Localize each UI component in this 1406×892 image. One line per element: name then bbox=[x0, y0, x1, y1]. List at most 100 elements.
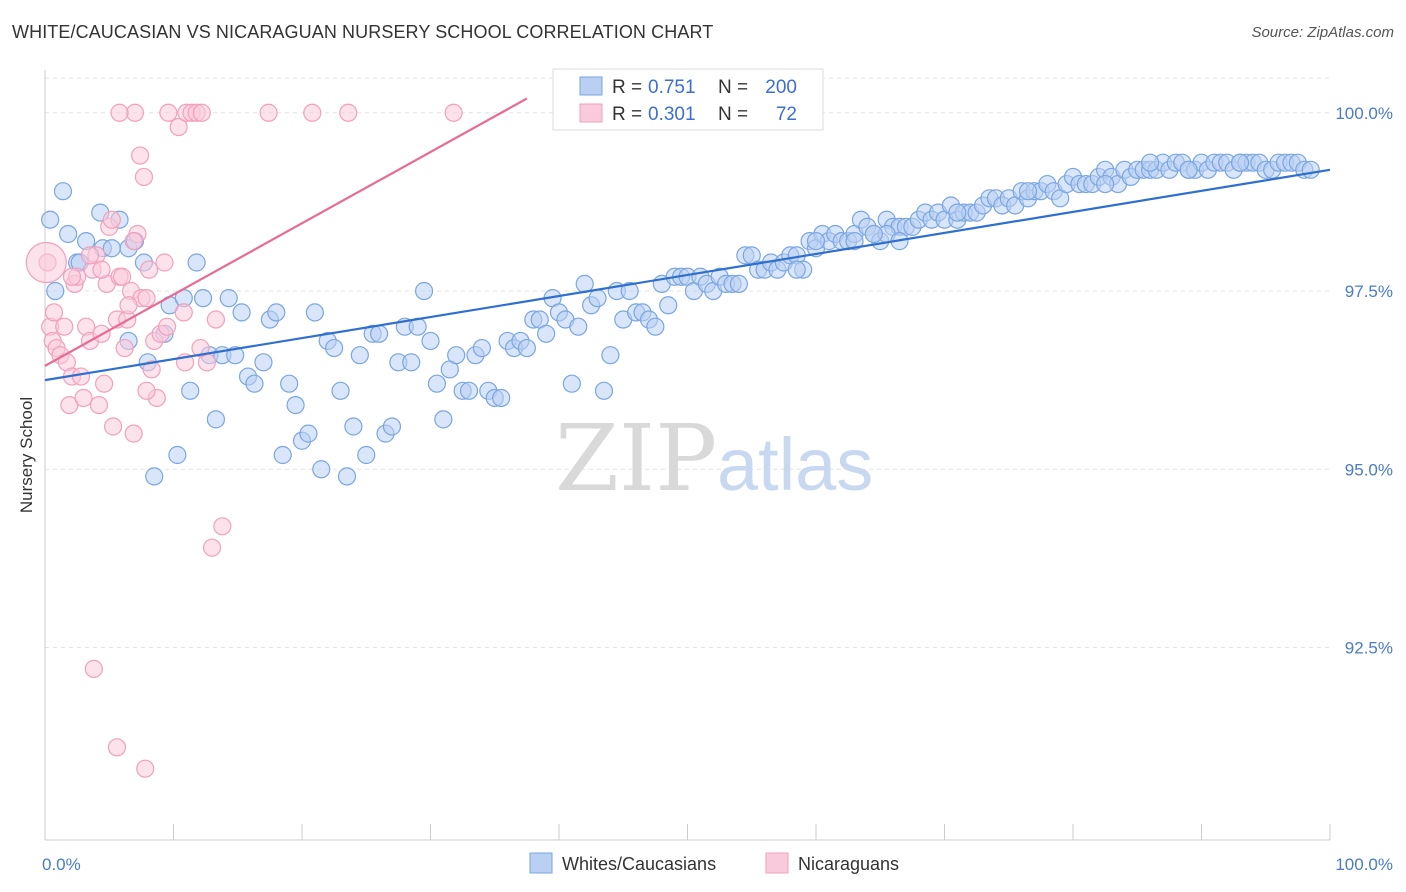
whites-point-66 bbox=[472, 338, 491, 358]
nicaraguans-point-55 bbox=[303, 103, 322, 122]
whites-trend-line bbox=[44, 168, 1331, 382]
legend-r-label-nicaraguans: R = bbox=[612, 104, 642, 125]
whites-point-86 bbox=[601, 346, 620, 365]
nicaraguans-point-57 bbox=[444, 103, 463, 122]
whites-point-50 bbox=[370, 324, 389, 343]
whites-point-39 bbox=[299, 424, 318, 443]
whites-point-21 bbox=[181, 381, 200, 400]
whites-point-28 bbox=[226, 346, 245, 365]
whites-point-45 bbox=[337, 467, 357, 486]
nicaraguans-point-51 bbox=[125, 103, 145, 122]
watermark-atlas: atlas bbox=[717, 423, 873, 506]
whites-point-202 bbox=[1096, 174, 1115, 194]
axes bbox=[44, 70, 1331, 841]
nicaraguans-point-54 bbox=[259, 103, 278, 122]
whites-point-200 bbox=[948, 203, 967, 222]
whites-point-34 bbox=[267, 303, 286, 322]
nicaraguans-point-59 bbox=[80, 246, 100, 265]
whites-point-207 bbox=[806, 232, 826, 251]
whites-point-201 bbox=[1018, 182, 1038, 201]
source-label: Source: ZipAtlas.com bbox=[1251, 24, 1394, 41]
nicaraguans-point-60 bbox=[102, 210, 121, 229]
whites-point-40 bbox=[305, 303, 324, 322]
nicaraguans-point-22 bbox=[104, 417, 123, 436]
whites-point-22 bbox=[187, 253, 206, 272]
nicaraguans-point-40 bbox=[159, 103, 178, 122]
whites-point-93 bbox=[646, 317, 665, 336]
trend-lines bbox=[44, 97, 1331, 382]
whites-point-48 bbox=[357, 445, 376, 465]
whites-point-37 bbox=[286, 395, 305, 415]
whites-point-46 bbox=[344, 417, 363, 436]
nicaraguans-point-35 bbox=[142, 360, 161, 379]
nicaraguans-point-48 bbox=[202, 538, 222, 557]
series-nicaraguans-points bbox=[25, 103, 463, 778]
chart-title: WHITE/CAUCASIAN VS NICARAGUAN NURSERY SC… bbox=[12, 22, 714, 42]
whites-point-57 bbox=[414, 281, 434, 301]
bottom-legend-label-whites: Whites/Caucasians bbox=[562, 854, 716, 874]
nicaraguans-point-62 bbox=[137, 381, 156, 400]
nicaraguans-point-12 bbox=[74, 388, 93, 408]
nicaraguans-point-25 bbox=[112, 267, 132, 286]
whites-point-81 bbox=[569, 317, 588, 336]
y-tick-label-0: 92.5% bbox=[1345, 639, 1393, 658]
whites-point-23 bbox=[193, 289, 213, 308]
nicaraguans-point-61 bbox=[119, 296, 138, 315]
whites-point-36 bbox=[280, 374, 299, 393]
nicaraguans-point-46 bbox=[192, 103, 211, 122]
nicaraguans-point-26 bbox=[115, 338, 134, 358]
whites-point-199 bbox=[845, 232, 864, 251]
nicaraguans-point-29 bbox=[124, 424, 143, 443]
y-axis-label: Nursery School bbox=[17, 397, 36, 513]
whites-point-16 bbox=[145, 467, 164, 486]
whites-point-206 bbox=[787, 260, 806, 279]
y-tick-labels: 92.5% 95.0% 97.5% 100.0% bbox=[1335, 104, 1393, 658]
whites-point-204 bbox=[1179, 160, 1198, 179]
whites-point-3 bbox=[59, 224, 78, 244]
nicaraguans-point-2 bbox=[44, 303, 64, 322]
nicaraguans-point-63 bbox=[157, 317, 177, 336]
nicaraguans-point-33 bbox=[137, 289, 156, 308]
nicaraguans-point-17 bbox=[89, 395, 109, 415]
whites-point-69 bbox=[492, 388, 511, 408]
whites-point-9 bbox=[102, 239, 121, 258]
nicaraguans-point-49 bbox=[206, 310, 226, 329]
nicaraguans-point-50 bbox=[213, 517, 232, 536]
nicaraguans-point-32 bbox=[134, 167, 154, 187]
nicaraguans-point-5 bbox=[55, 317, 74, 336]
whites-point-32 bbox=[254, 353, 273, 372]
whites-point-203 bbox=[1140, 153, 1160, 172]
whites-point-55 bbox=[402, 353, 421, 372]
x-tick-labels: 0.0% 100.0% bbox=[42, 855, 1393, 874]
legend-r-value-whites: 0.751 bbox=[648, 77, 696, 98]
nicaraguans-point-70 bbox=[136, 759, 155, 778]
nicaraguans-trend-line bbox=[44, 97, 528, 367]
nicaraguans-point-65 bbox=[191, 338, 210, 358]
whites-point-0 bbox=[41, 210, 60, 229]
nicaraguans-point-34 bbox=[139, 260, 159, 279]
y-tick-label-1: 95.0% bbox=[1345, 460, 1393, 479]
whites-point-2 bbox=[53, 182, 73, 201]
legend-r-label-whites: R = bbox=[612, 77, 642, 98]
nicaraguans-point-69 bbox=[107, 738, 127, 757]
whites-point-43 bbox=[325, 338, 344, 358]
whites-point-85 bbox=[594, 381, 614, 400]
whites-point-31 bbox=[245, 374, 264, 393]
whites-point-59 bbox=[427, 374, 447, 393]
watermark-zip: ZIP bbox=[555, 405, 717, 512]
legend-swatch-whites bbox=[579, 76, 603, 96]
whites-point-52 bbox=[382, 417, 402, 436]
legend-bottom: Whites/Caucasians Nicaraguans bbox=[529, 852, 899, 874]
x-tick-label-0: 0.0% bbox=[42, 855, 81, 874]
legend-n-value-whites: 200 bbox=[765, 77, 797, 98]
whites-point-84 bbox=[588, 289, 607, 308]
nicaraguans-point-68 bbox=[84, 659, 103, 678]
legend-n-label-nicaraguans: N = bbox=[718, 104, 748, 125]
whites-point-27 bbox=[219, 289, 238, 308]
whites-point-1 bbox=[46, 281, 65, 301]
bottom-legend-swatch-whites bbox=[529, 852, 553, 874]
nicaraguans-point-56 bbox=[339, 103, 358, 122]
whites-point-80 bbox=[562, 374, 581, 393]
whites-point-47 bbox=[350, 346, 369, 365]
watermark: ZIP atlas bbox=[555, 405, 873, 512]
